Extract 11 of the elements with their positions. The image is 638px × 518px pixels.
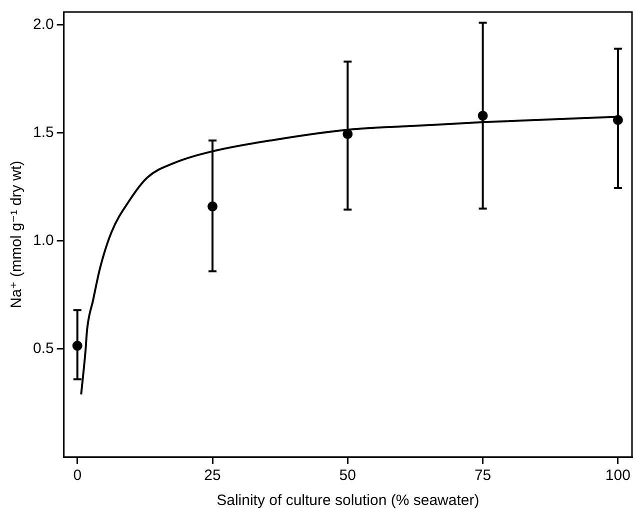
- x-tick-label: 75: [474, 467, 492, 484]
- y-tick-label: 1.5: [32, 124, 54, 142]
- x-tick-label: 100: [605, 467, 630, 484]
- y-tick-label: 2.0: [32, 16, 54, 34]
- x-axis-title: Salinity of culture solution (% seawater): [216, 492, 480, 510]
- x-tick-label: 0: [73, 467, 82, 484]
- x-tick-label: 25: [204, 467, 221, 484]
- y-axis-title: Na⁺ (mmol g⁻¹ dry wt): [8, 160, 26, 308]
- x-tick-label: 50: [339, 467, 356, 484]
- y-tick-label: 0.5: [32, 340, 54, 358]
- y-tick-label: 1.0: [32, 232, 54, 250]
